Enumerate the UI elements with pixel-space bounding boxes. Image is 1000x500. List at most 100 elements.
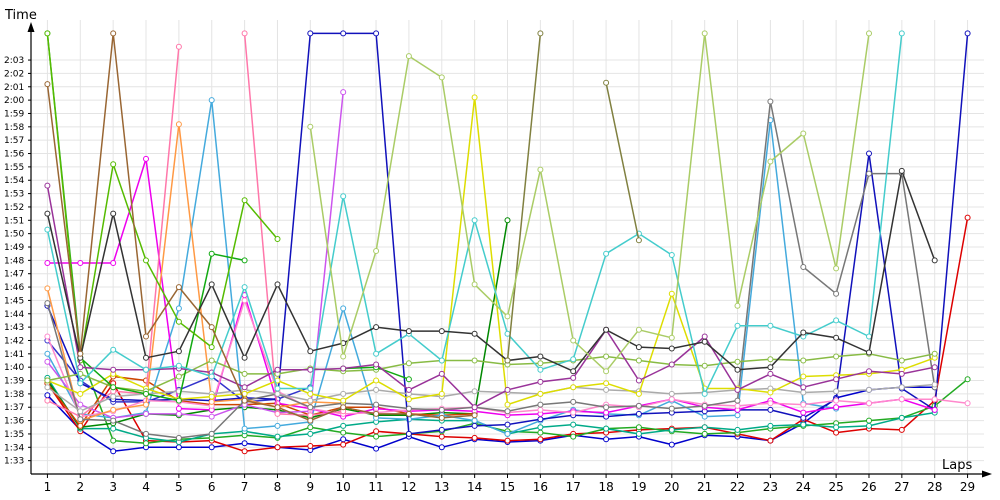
data-point	[373, 30, 380, 37]
series-line	[46, 386, 935, 453]
data-point	[668, 345, 675, 352]
data-point	[274, 410, 281, 417]
data-point	[373, 410, 380, 417]
data-point	[833, 317, 840, 324]
data-point	[603, 409, 610, 416]
data-point	[274, 404, 281, 411]
series-14	[44, 30, 347, 420]
y-tick-label: 1:55	[4, 163, 24, 173]
series-23	[44, 167, 938, 375]
y-tick-label: 1:45	[4, 296, 24, 306]
data-point	[110, 425, 117, 432]
data-point	[537, 436, 544, 443]
data-point	[110, 30, 117, 37]
x-axis-title: Laps	[942, 458, 972, 473]
data-point	[405, 430, 412, 437]
data-point	[800, 409, 807, 416]
data-point	[77, 390, 84, 397]
data-point	[175, 305, 182, 312]
data-point	[931, 406, 938, 413]
data-point	[44, 384, 51, 391]
data-point	[438, 370, 445, 377]
data-point	[471, 281, 478, 288]
data-point	[175, 284, 182, 291]
data-point	[77, 422, 84, 429]
data-point	[866, 30, 872, 37]
data-point	[208, 393, 215, 400]
x-tick-label: 14	[467, 480, 482, 494]
data-point	[110, 346, 117, 353]
data-point	[471, 422, 478, 429]
data-point	[208, 344, 215, 351]
series-26	[44, 30, 478, 424]
data-point	[373, 386, 380, 393]
x-ticks: 1 2 3 4 5 6 7 8 9 10 11 12 13 14 15 16 17 18 19 20 21 22 23 24 2…	[44, 474, 975, 494]
data-point	[373, 248, 380, 254]
data-point	[734, 302, 741, 309]
y-tick-label: 1:58	[4, 123, 24, 133]
series-line	[46, 33, 279, 362]
y-tick-label: 1:56	[4, 150, 24, 160]
data-point	[307, 348, 314, 355]
data-point	[964, 214, 971, 221]
y-tick-label: 1:51	[4, 216, 24, 226]
data-point	[866, 417, 872, 424]
y-tick-label: 1:54	[4, 176, 24, 186]
data-point	[603, 368, 610, 375]
data-point	[143, 440, 149, 447]
data-point	[734, 322, 741, 329]
data-point	[340, 89, 347, 96]
data-point	[734, 366, 741, 373]
data-point	[110, 161, 117, 168]
data-point	[635, 377, 642, 384]
data-point	[44, 285, 51, 292]
data-point	[110, 260, 117, 266]
data-point	[405, 328, 412, 335]
data-point	[175, 43, 182, 50]
data-point	[175, 444, 182, 451]
data-point	[504, 357, 511, 364]
data-point	[833, 404, 840, 411]
data-point	[438, 357, 445, 364]
data-point	[603, 326, 610, 333]
data-point	[373, 324, 380, 331]
data-point	[767, 356, 774, 363]
data-point	[143, 333, 149, 340]
data-point	[800, 373, 807, 380]
data-point	[405, 376, 412, 383]
y-tick-label: 1:44	[4, 310, 24, 320]
data-point	[701, 30, 708, 37]
data-point	[175, 410, 182, 417]
data-point	[635, 424, 642, 431]
data-point	[340, 404, 347, 411]
data-point	[373, 350, 380, 357]
data-point	[241, 354, 248, 361]
data-point	[635, 430, 642, 437]
data-point	[537, 30, 544, 37]
data-point	[833, 429, 840, 436]
data-point	[241, 425, 248, 432]
data-point	[438, 444, 445, 451]
data-point	[734, 402, 741, 409]
data-point	[340, 30, 347, 37]
data-point	[208, 398, 215, 405]
data-point	[800, 264, 807, 270]
data-point	[701, 362, 708, 369]
data-point	[471, 434, 478, 441]
data-point	[767, 98, 774, 105]
x-tick-label: 25	[828, 480, 843, 494]
y-tick-label: 2:00	[4, 96, 24, 106]
data-point	[471, 217, 478, 224]
data-point	[471, 388, 478, 395]
data-point	[405, 53, 412, 60]
data-point	[44, 226, 51, 233]
data-point	[307, 123, 314, 130]
data-point	[537, 416, 544, 423]
data-point	[208, 97, 215, 104]
data-point	[471, 412, 478, 419]
data-point	[143, 401, 149, 408]
data-point	[833, 353, 840, 360]
data-point	[274, 281, 281, 288]
data-point	[241, 397, 248, 404]
